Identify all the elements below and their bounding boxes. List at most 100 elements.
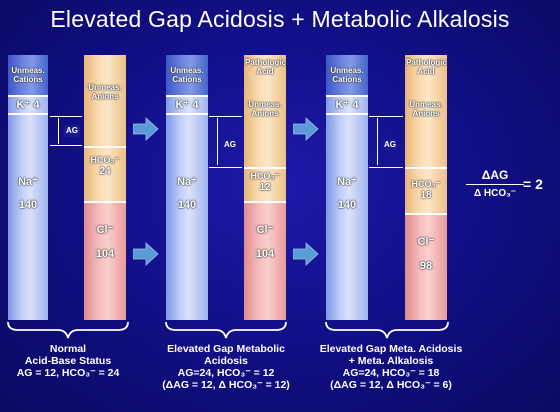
unmeas-anions-segment: Unmeas. Anions bbox=[244, 86, 286, 167]
segment-divider bbox=[244, 167, 286, 169]
arrow-right-icon bbox=[133, 242, 159, 266]
caption-line: Elevated Gap Metabolic bbox=[167, 343, 285, 355]
arrow-right-icon bbox=[133, 117, 159, 141]
chloride-value: 104 bbox=[255, 248, 275, 260]
sodium-segment: Na⁺ 140 bbox=[326, 113, 368, 320]
caption-line: (ΔAG = 12, Δ HCO₃⁻ = 6) bbox=[330, 379, 452, 391]
cation-column-3: Unmeas. Cations K⁺ 4 Na⁺ 140 bbox=[326, 55, 368, 320]
segment-divider bbox=[84, 146, 126, 148]
segment-divider bbox=[326, 95, 368, 97]
caption-line: AG=24, HCO₃⁻ = 18 bbox=[342, 367, 440, 379]
bicarbonate-value: 12 bbox=[259, 182, 271, 193]
brace-panel1 bbox=[7, 321, 129, 339]
arrow-right-icon bbox=[293, 117, 319, 141]
potassium-segment: K⁺ 4 bbox=[166, 95, 208, 113]
caption-line: Elevated Gap Meta. Acidosis bbox=[319, 343, 463, 355]
fraction-bar bbox=[466, 184, 524, 185]
unmeas-cations-segment: Unmeas. Cations bbox=[8, 55, 48, 95]
caption-line: Normal bbox=[49, 343, 87, 355]
sodium-label: Na⁺ bbox=[18, 176, 38, 188]
ag-vertical bbox=[217, 118, 218, 165]
anion-column-3: Pathologic Acid Unmeas. Anions HCO₃⁻ 18 … bbox=[405, 55, 447, 320]
bicarbonate-value: 24 bbox=[99, 166, 111, 177]
bicarbonate-value: 18 bbox=[420, 190, 432, 201]
ag-bottom-line bbox=[50, 145, 82, 146]
ag-bottom-line bbox=[209, 167, 242, 168]
unmeas-cations-label: Unmeas. Cations bbox=[170, 66, 204, 84]
sodium-value: 140 bbox=[337, 199, 357, 211]
caption-elevated-gap: Elevated Gap Metabolic Acidosis AG=24, H… bbox=[150, 343, 302, 391]
caption-line: + Meta. Alkalosis bbox=[348, 355, 434, 367]
unmeas-anions-segment: Unmeas. Anions bbox=[405, 86, 447, 167]
pathologic-acid-label: Pathologic Acid bbox=[406, 58, 447, 76]
ag-top-line bbox=[369, 116, 403, 117]
unmeas-anions-label: Unmeas. Anions bbox=[409, 100, 443, 118]
ag-label: AG bbox=[64, 125, 80, 137]
bicarbonate-segment: HCO₃⁻ 24 bbox=[84, 146, 126, 201]
ag-label: AG bbox=[222, 139, 238, 151]
potassium-label: K⁺ 4 bbox=[335, 98, 359, 111]
ratio-denominator: Δ HCO₃⁻ bbox=[473, 188, 517, 199]
ag-top-line bbox=[209, 116, 242, 117]
caption-mixed: Elevated Gap Meta. Acidosis + Meta. Alka… bbox=[306, 343, 476, 391]
bicarbonate-label: HCO₃⁻ bbox=[411, 179, 441, 189]
segment-divider bbox=[84, 201, 126, 203]
potassium-segment: K⁺ 4 bbox=[326, 95, 368, 113]
caption-line: Acid-Base Status bbox=[24, 355, 112, 367]
segment-divider bbox=[8, 95, 48, 97]
segment-divider bbox=[244, 201, 286, 203]
ratio-result: = 2 bbox=[523, 176, 543, 192]
unmeas-anions-label: Unmeas. Anions bbox=[88, 83, 122, 101]
cation-column-2: Unmeas. Cations K⁺ 4 Na⁺ 140 bbox=[166, 55, 208, 320]
ag-bottom-line bbox=[369, 167, 403, 168]
segment-divider bbox=[166, 95, 208, 97]
caption-line: AG = 12, HCO₃⁻ = 24 bbox=[16, 367, 120, 379]
chloride-label: Cl⁻ bbox=[256, 224, 274, 236]
segment-divider bbox=[8, 113, 48, 115]
caption-line: (ΔAG = 12, Δ HCO₃⁻ = 12) bbox=[162, 379, 290, 391]
chloride-segment: Cl⁻ 104 bbox=[84, 201, 126, 320]
potassium-label: K⁺ 4 bbox=[16, 98, 40, 111]
pathologic-acid-segment: Pathologic Acid bbox=[405, 55, 447, 86]
unmeas-cations-label: Unmeas. Cations bbox=[330, 66, 364, 84]
brace-panel2 bbox=[165, 321, 287, 339]
sodium-label: Na⁺ bbox=[177, 176, 197, 188]
chloride-value: 104 bbox=[95, 248, 115, 260]
anion-column-1: Unmeas. Anions HCO₃⁻ 24 Cl⁻ 104 bbox=[84, 55, 126, 320]
potassium-label: K⁺ 4 bbox=[175, 98, 199, 111]
ag-label: AG bbox=[382, 139, 398, 151]
segment-divider bbox=[326, 113, 368, 115]
cation-column-1: Unmeas. Cations K⁺ 4 Na⁺ 140 bbox=[8, 55, 48, 320]
sodium-segment: Na⁺ 140 bbox=[166, 113, 208, 320]
unmeas-cations-segment: Unmeas. Cations bbox=[326, 55, 368, 95]
caption-line: Acidosis bbox=[204, 355, 248, 367]
potassium-segment: K⁺ 4 bbox=[8, 95, 48, 113]
anion-column-2: Pathologic Acid Unmeas. Anions HCO₃⁻ 12 … bbox=[244, 55, 286, 320]
pathologic-acid-segment: Pathologic Acid bbox=[244, 55, 286, 86]
arrow-right-icon bbox=[293, 242, 319, 266]
sodium-segment: Na⁺ 140 bbox=[8, 113, 48, 320]
unmeas-anions-segment: Unmeas. Anions bbox=[84, 55, 126, 146]
unmeas-anions-label: Unmeas. Anions bbox=[248, 100, 282, 118]
chloride-label: Cl⁻ bbox=[417, 236, 435, 248]
chloride-label: Cl⁻ bbox=[96, 224, 114, 236]
ratio-fraction: ΔAG Δ HCO₃⁻ bbox=[466, 168, 524, 200]
bicarbonate-label: HCO₃⁻ bbox=[90, 155, 120, 165]
segment-divider bbox=[405, 167, 447, 169]
chloride-segment: Cl⁻ 104 bbox=[244, 201, 286, 320]
segment-divider bbox=[166, 113, 208, 115]
slide-title: Elevated Gap Acidosis + Metabolic Alkalo… bbox=[50, 6, 510, 32]
ag-vertical bbox=[58, 118, 59, 144]
bicarbonate-segment: HCO₃⁻ 18 bbox=[405, 167, 447, 213]
sodium-value: 140 bbox=[18, 199, 38, 211]
segment-divider bbox=[405, 213, 447, 215]
caption-line: AG=24, HCO₃⁻ = 12 bbox=[177, 367, 275, 379]
unmeas-cations-label: Unmeas. Cations bbox=[11, 66, 45, 84]
chloride-value: 98 bbox=[419, 260, 433, 272]
pathologic-acid-label: Pathologic Acid bbox=[245, 58, 286, 76]
ratio-numerator: ΔAG bbox=[481, 168, 509, 182]
bicarbonate-label: HCO₃⁻ bbox=[250, 171, 280, 181]
sodium-label: Na⁺ bbox=[337, 176, 357, 188]
ag-vertical bbox=[377, 118, 378, 165]
ag-top-line bbox=[50, 116, 82, 117]
